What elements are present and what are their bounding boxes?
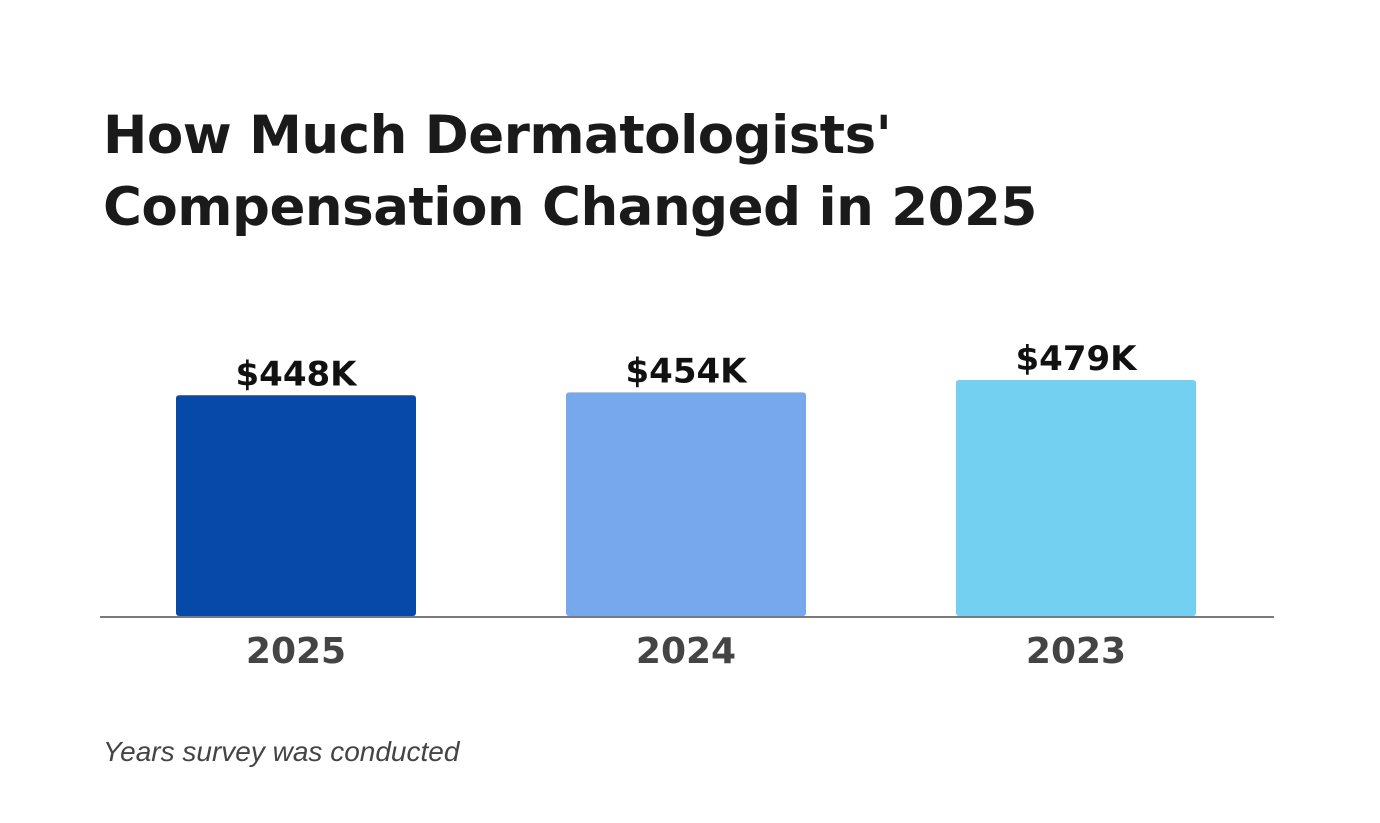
tick-labels-group: 2025 2024 2023 [246,631,1126,672]
tick-label-2025: 2025 [246,631,346,672]
bar-2025 [176,395,416,616]
chart-title: How Much Dermatologists' Compensation Ch… [103,105,1037,238]
bar-2024 [566,392,806,616]
value-label-2025: $448K [236,354,359,394]
value-label-2024: $454K [626,351,749,391]
value-labels-group: $448K $454K $479K [236,339,1139,394]
tick-label-2023: 2023 [1026,631,1126,672]
tick-label-2024: 2024 [636,631,736,672]
bar-2023 [956,380,1196,616]
bars-group [176,380,1196,616]
x-axis-caption: Years survey was conducted [103,736,460,767]
value-label-2023: $479K [1016,339,1139,379]
